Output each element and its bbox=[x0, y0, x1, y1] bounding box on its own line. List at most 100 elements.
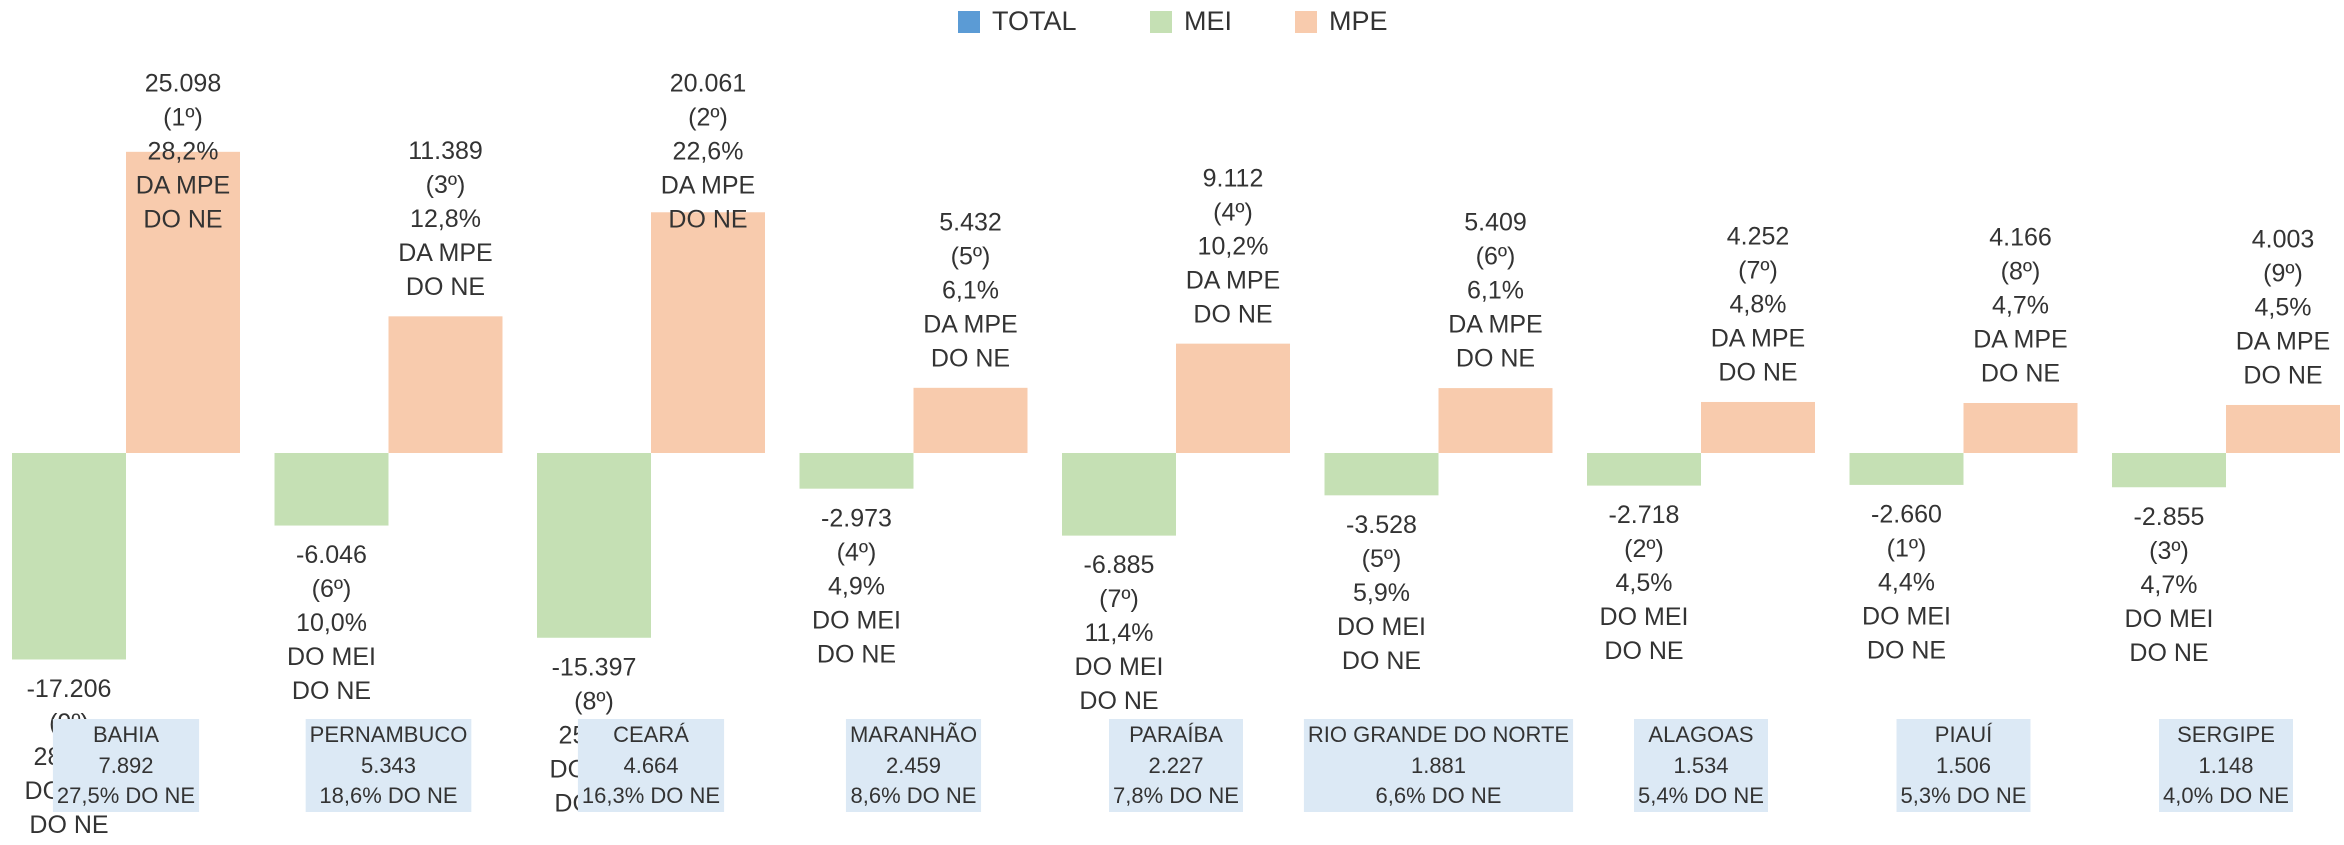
total-label: 1.506 bbox=[1936, 753, 1991, 778]
category-label: BAHIA bbox=[93, 722, 159, 747]
bar bbox=[1324, 453, 1439, 496]
data-label: DO NE bbox=[817, 640, 896, 668]
data-label: DO MEI bbox=[1075, 653, 1164, 681]
share-value: 6,6% bbox=[1376, 783, 1426, 808]
category-box: ALAGOAS 1.534 5,4% DO NE bbox=[1634, 719, 1768, 812]
data-label: -6.885 bbox=[1084, 551, 1155, 579]
share-of: DO NE bbox=[1694, 783, 1764, 808]
data-label: DO NE bbox=[1981, 360, 2060, 388]
bar bbox=[1176, 343, 1290, 453]
legend-label: MPE bbox=[1329, 6, 1388, 36]
data-label: DO NE bbox=[29, 811, 108, 839]
legend-swatch bbox=[958, 11, 980, 33]
total-label: 2.459 bbox=[886, 753, 941, 778]
data-label: DO NE bbox=[143, 206, 222, 234]
total-label: 4.664 bbox=[623, 753, 678, 778]
share-value: 18,6% bbox=[319, 783, 381, 808]
category-box: PARAÍBA 2.227 7,8% DO NE bbox=[1109, 719, 1243, 812]
data-label: DA MPE bbox=[1448, 311, 1542, 339]
category-box: MARANHÃO 2.459 8,6% DO NE bbox=[845, 719, 982, 812]
data-label: (8º) bbox=[574, 687, 614, 715]
share-of: DO NE bbox=[2219, 783, 2289, 808]
data-label: DO MEI bbox=[2125, 605, 2214, 633]
data-label: 4,7% bbox=[2141, 571, 2198, 599]
data-label: 4.166 bbox=[1989, 224, 2052, 252]
data-label: -17.206 bbox=[27, 675, 112, 703]
total-share: 6,6% DO NE bbox=[1376, 783, 1502, 808]
data-label: -15.397 bbox=[552, 653, 637, 681]
total-share: 7,8% DO NE bbox=[1113, 783, 1239, 808]
data-label: 22,6% bbox=[673, 138, 744, 166]
data-label: DA MPE bbox=[136, 172, 230, 200]
data-label: (2º) bbox=[1624, 535, 1664, 563]
data-label: DA MPE bbox=[661, 172, 755, 200]
data-label: 5.409 bbox=[1464, 209, 1527, 237]
total-share: 8,6% DO NE bbox=[851, 783, 977, 808]
bar bbox=[1062, 453, 1176, 536]
data-label: 4,5% bbox=[1616, 569, 1673, 597]
category-label: PIAUÍ bbox=[1935, 722, 1993, 747]
total-share: 5,4% DO NE bbox=[1638, 783, 1764, 808]
data-label: -2.855 bbox=[2134, 503, 2205, 531]
bar bbox=[651, 212, 765, 453]
total-share: 18,6% DO NE bbox=[319, 783, 457, 808]
total-box bbox=[1109, 719, 1243, 812]
data-label: 4,4% bbox=[1878, 569, 1935, 597]
data-label: 25.098 bbox=[145, 70, 221, 98]
total-share: 27,5% DO NE bbox=[57, 783, 195, 808]
data-label: 5,9% bbox=[1353, 579, 1410, 607]
data-label: (7º) bbox=[1738, 257, 1778, 285]
data-label: DA MPE bbox=[923, 310, 1017, 338]
bar bbox=[2226, 404, 2340, 453]
share-value: 4,0% bbox=[2163, 783, 2213, 808]
data-label: -3.528 bbox=[1346, 511, 1417, 539]
data-label: (3º) bbox=[426, 171, 466, 199]
bar bbox=[274, 453, 389, 526]
category-box: RIO GRANDE DO NORTE 1.881 6,6% DO NE bbox=[1303, 719, 1574, 812]
total-label: 5.343 bbox=[361, 753, 416, 778]
total-box bbox=[52, 719, 200, 812]
data-label: -2.973 bbox=[821, 504, 892, 532]
data-label: DO NE bbox=[1193, 300, 1272, 328]
data-label: DO NE bbox=[1456, 345, 1535, 373]
data-label: DO NE bbox=[2129, 639, 2208, 667]
category-label: RIO GRANDE DO NORTE bbox=[1308, 722, 1569, 747]
total-label: 1.148 bbox=[2198, 753, 2253, 778]
total-box bbox=[1896, 719, 2031, 812]
legend-label: MEI bbox=[1184, 6, 1232, 36]
data-label: DO MEI bbox=[287, 643, 376, 671]
data-label: DO NE bbox=[1079, 687, 1158, 715]
data-label: DO MEI bbox=[1600, 603, 1689, 631]
data-label: (1º) bbox=[163, 104, 203, 132]
category-box: CEARÁ 4.664 16,3% DO NE bbox=[577, 719, 725, 812]
total-box bbox=[845, 719, 982, 812]
data-label: 9.112 bbox=[1203, 164, 1264, 192]
total-share: 16,3% DO NE bbox=[582, 783, 720, 808]
share-of: DO NE bbox=[1957, 783, 2027, 808]
total-label: 1.534 bbox=[1673, 753, 1728, 778]
total-box bbox=[2159, 719, 2293, 812]
share-of: DO NE bbox=[907, 783, 977, 808]
category-label: MARANHÃO bbox=[850, 722, 977, 747]
data-label: (8º) bbox=[2001, 258, 2041, 286]
share-of: DO NE bbox=[388, 783, 458, 808]
data-label: (2º) bbox=[688, 104, 728, 132]
category-label: PERNAMBUCO bbox=[310, 722, 468, 747]
data-label: 4,7% bbox=[1992, 292, 2049, 320]
share-value: 8,6% bbox=[851, 783, 901, 808]
total-share: 5,3% DO NE bbox=[1901, 783, 2027, 808]
data-label: 6,1% bbox=[942, 276, 999, 304]
total-box bbox=[1634, 719, 1768, 812]
data-label: DO NE bbox=[1718, 359, 1797, 387]
data-label: DO NE bbox=[931, 344, 1010, 372]
data-label: 20.061 bbox=[670, 70, 746, 98]
share-value: 5,4% bbox=[1638, 783, 1688, 808]
legend-swatch bbox=[1295, 11, 1317, 33]
data-label: 4,9% bbox=[828, 572, 885, 600]
total-box bbox=[1303, 719, 1574, 812]
category-box: BAHIA 7.892 27,5% DO NE bbox=[52, 719, 200, 812]
data-label: 28,2% bbox=[148, 138, 219, 166]
data-label: 4.252 bbox=[1727, 223, 1790, 251]
bar bbox=[388, 316, 503, 453]
data-label: DA MPE bbox=[1711, 325, 1805, 353]
